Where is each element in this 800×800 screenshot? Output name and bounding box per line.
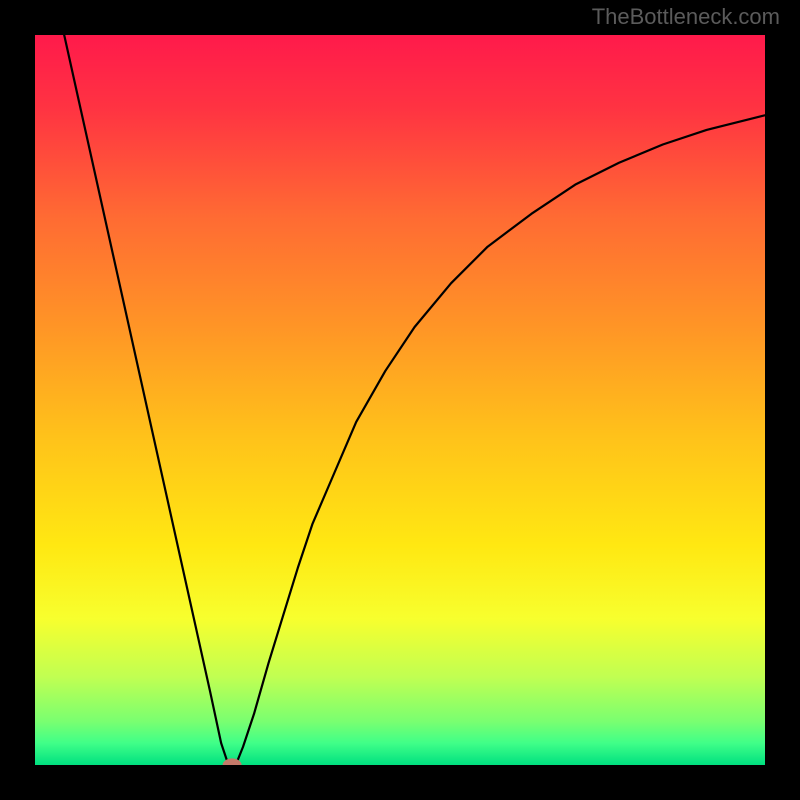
watermark-text: TheBottleneck.com — [592, 4, 780, 30]
plot-area — [35, 35, 765, 765]
bottleneck-curve — [64, 35, 765, 765]
curve-layer — [35, 35, 765, 765]
